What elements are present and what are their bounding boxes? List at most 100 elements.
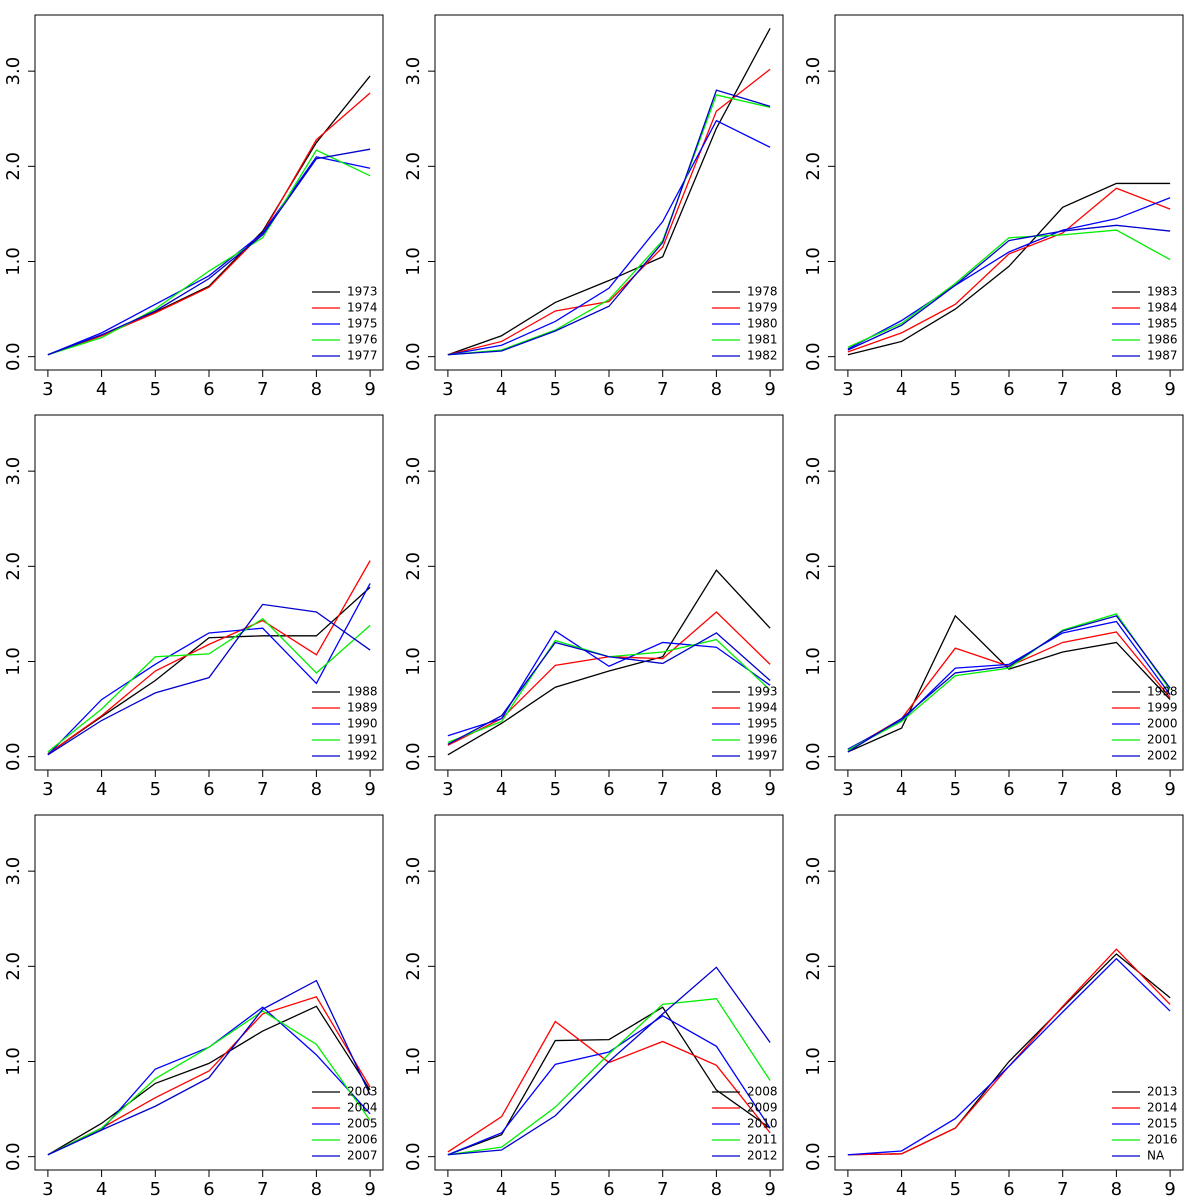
x-tick-label: 7 bbox=[1057, 779, 1068, 800]
legend-label: 1977 bbox=[347, 349, 378, 363]
y-tick-label: 0.0 bbox=[803, 1142, 824, 1171]
x-tick-label: 5 bbox=[550, 379, 561, 400]
y-tick-label: 1.0 bbox=[403, 1047, 424, 1076]
legend-label: 2001 bbox=[1147, 733, 1178, 747]
x-tick-label: 7 bbox=[257, 379, 268, 400]
series-line bbox=[447, 68, 771, 356]
y-tick-label: 1.0 bbox=[803, 247, 824, 276]
panel: 3 4 5 6 7 8 9 0.0 1.0 2.0 3.0 1973 1974 1975 1976 1977 bbox=[3, 14, 384, 400]
legend-label: 1999 bbox=[1147, 701, 1178, 715]
panel: 3 4 5 6 7 8 9 0.0 1.0 2.0 3.0 1988 1989 1990 1991 1992 bbox=[3, 414, 384, 800]
y-tick-label: 2.0 bbox=[403, 552, 424, 581]
x-tick-label: 4 bbox=[896, 779, 907, 800]
legend-label: 1993 bbox=[747, 685, 778, 699]
y-tick-label: 2.0 bbox=[803, 152, 824, 181]
y-tick-label: 1.0 bbox=[403, 247, 424, 276]
legend-label: 1989 bbox=[347, 701, 378, 715]
series-line bbox=[47, 603, 371, 756]
y-tick-label: 1.0 bbox=[3, 247, 24, 276]
legend-label: 2016 bbox=[1147, 1133, 1178, 1147]
y-tick-label: 0.0 bbox=[3, 1142, 24, 1171]
legend-label: 2014 bbox=[1147, 1101, 1178, 1115]
y-tick-label: 0.0 bbox=[403, 342, 424, 371]
series-line bbox=[47, 560, 371, 755]
x-tick-label: 6 bbox=[203, 1179, 214, 1200]
legend-label: 1996 bbox=[747, 733, 778, 747]
x-tick-label: 8 bbox=[311, 779, 322, 800]
plot-frame bbox=[834, 814, 1184, 1171]
x-tick-label: 9 bbox=[364, 379, 375, 400]
panel: 3 4 5 6 7 8 9 0.0 1.0 2.0 3.0 1983 1984 1985 1986 1987 bbox=[803, 14, 1184, 400]
legend-label: 1985 bbox=[1147, 317, 1178, 331]
x-tick-label: 9 bbox=[764, 779, 775, 800]
panel: 3 4 5 6 7 8 9 0.0 1.0 2.0 3.0 1978 1979 1980 1981 1982 bbox=[403, 14, 784, 400]
legend-label: 2010 bbox=[747, 1117, 778, 1131]
legend-label: 2007 bbox=[347, 1149, 378, 1163]
series-line bbox=[847, 614, 1171, 753]
series-line bbox=[47, 156, 371, 356]
x-tick-label: 3 bbox=[42, 1179, 53, 1200]
series-line bbox=[447, 1020, 771, 1153]
x-tick-label: 5 bbox=[550, 779, 561, 800]
y-tick-label: 3.0 bbox=[3, 457, 24, 486]
panel: 3 4 5 6 7 8 9 0.0 1.0 2.0 3.0 2013 2014 2015 2016 NA bbox=[803, 814, 1184, 1200]
x-tick-label: 3 bbox=[442, 379, 453, 400]
plot-frame bbox=[434, 414, 784, 771]
legend-label: 2002 bbox=[1147, 749, 1178, 763]
series-line bbox=[47, 1010, 371, 1156]
x-tick-label: 3 bbox=[442, 1179, 453, 1200]
x-tick-label: 3 bbox=[842, 779, 853, 800]
y-tick-label: 2.0 bbox=[403, 152, 424, 181]
x-tick-label: 9 bbox=[1164, 1179, 1175, 1200]
y-tick-label: 3.0 bbox=[803, 857, 824, 886]
plot-frame bbox=[834, 414, 1184, 771]
series-line bbox=[447, 611, 771, 746]
legend-label: 2008 bbox=[747, 1085, 778, 1099]
plot-frame bbox=[34, 414, 384, 771]
legend-label: 2006 bbox=[347, 1133, 378, 1147]
x-tick-label: 8 bbox=[711, 1179, 722, 1200]
legend-label: 1994 bbox=[747, 701, 778, 715]
y-tick-label: 0.0 bbox=[803, 342, 824, 371]
series-line bbox=[47, 617, 371, 753]
series-line bbox=[47, 979, 371, 1156]
series-line bbox=[847, 615, 1171, 753]
x-tick-label: 7 bbox=[1057, 1179, 1068, 1200]
y-tick-label: 2.0 bbox=[3, 152, 24, 181]
x-tick-label: 8 bbox=[711, 379, 722, 400]
panel: 3 4 5 6 7 8 9 0.0 1.0 2.0 3.0 2003 2004 2005 2006 2007 bbox=[3, 814, 384, 1200]
series-line bbox=[47, 149, 371, 356]
x-tick-label: 5 bbox=[550, 1179, 561, 1200]
y-tick-label: 3.0 bbox=[803, 457, 824, 486]
series-line bbox=[447, 28, 771, 356]
x-tick-label: 6 bbox=[1003, 1179, 1014, 1200]
legend-label: 1998 bbox=[1147, 685, 1178, 699]
x-tick-label: 4 bbox=[96, 1179, 107, 1200]
x-tick-label: 5 bbox=[950, 1179, 961, 1200]
y-tick-label: 3.0 bbox=[403, 57, 424, 86]
series-line bbox=[847, 631, 1171, 751]
series-line bbox=[847, 957, 1171, 1156]
series-line bbox=[47, 586, 371, 755]
x-tick-label: 6 bbox=[603, 1179, 614, 1200]
legend-label: 1992 bbox=[347, 749, 378, 763]
x-tick-label: 6 bbox=[203, 779, 214, 800]
x-tick-label: 9 bbox=[764, 379, 775, 400]
x-tick-label: 7 bbox=[657, 379, 668, 400]
panel: 3 4 5 6 7 8 9 0.0 1.0 2.0 3.0 1998 1999 2000 2001 2002 bbox=[803, 414, 1184, 800]
series-line bbox=[47, 75, 371, 356]
x-tick-label: 7 bbox=[657, 1179, 668, 1200]
legend-label: 2005 bbox=[347, 1117, 378, 1131]
legend-label: 1976 bbox=[347, 333, 378, 347]
x-tick-label: 3 bbox=[42, 379, 53, 400]
series-line bbox=[47, 1005, 371, 1156]
series-line bbox=[447, 94, 771, 356]
y-tick-label: 1.0 bbox=[403, 647, 424, 676]
y-tick-label: 3.0 bbox=[3, 857, 24, 886]
legend-label: 1995 bbox=[747, 717, 778, 731]
y-tick-label: 0.0 bbox=[803, 742, 824, 771]
legend-label: 1981 bbox=[747, 333, 778, 347]
y-tick-label: 0.0 bbox=[403, 742, 424, 771]
x-tick-label: 7 bbox=[1057, 379, 1068, 400]
